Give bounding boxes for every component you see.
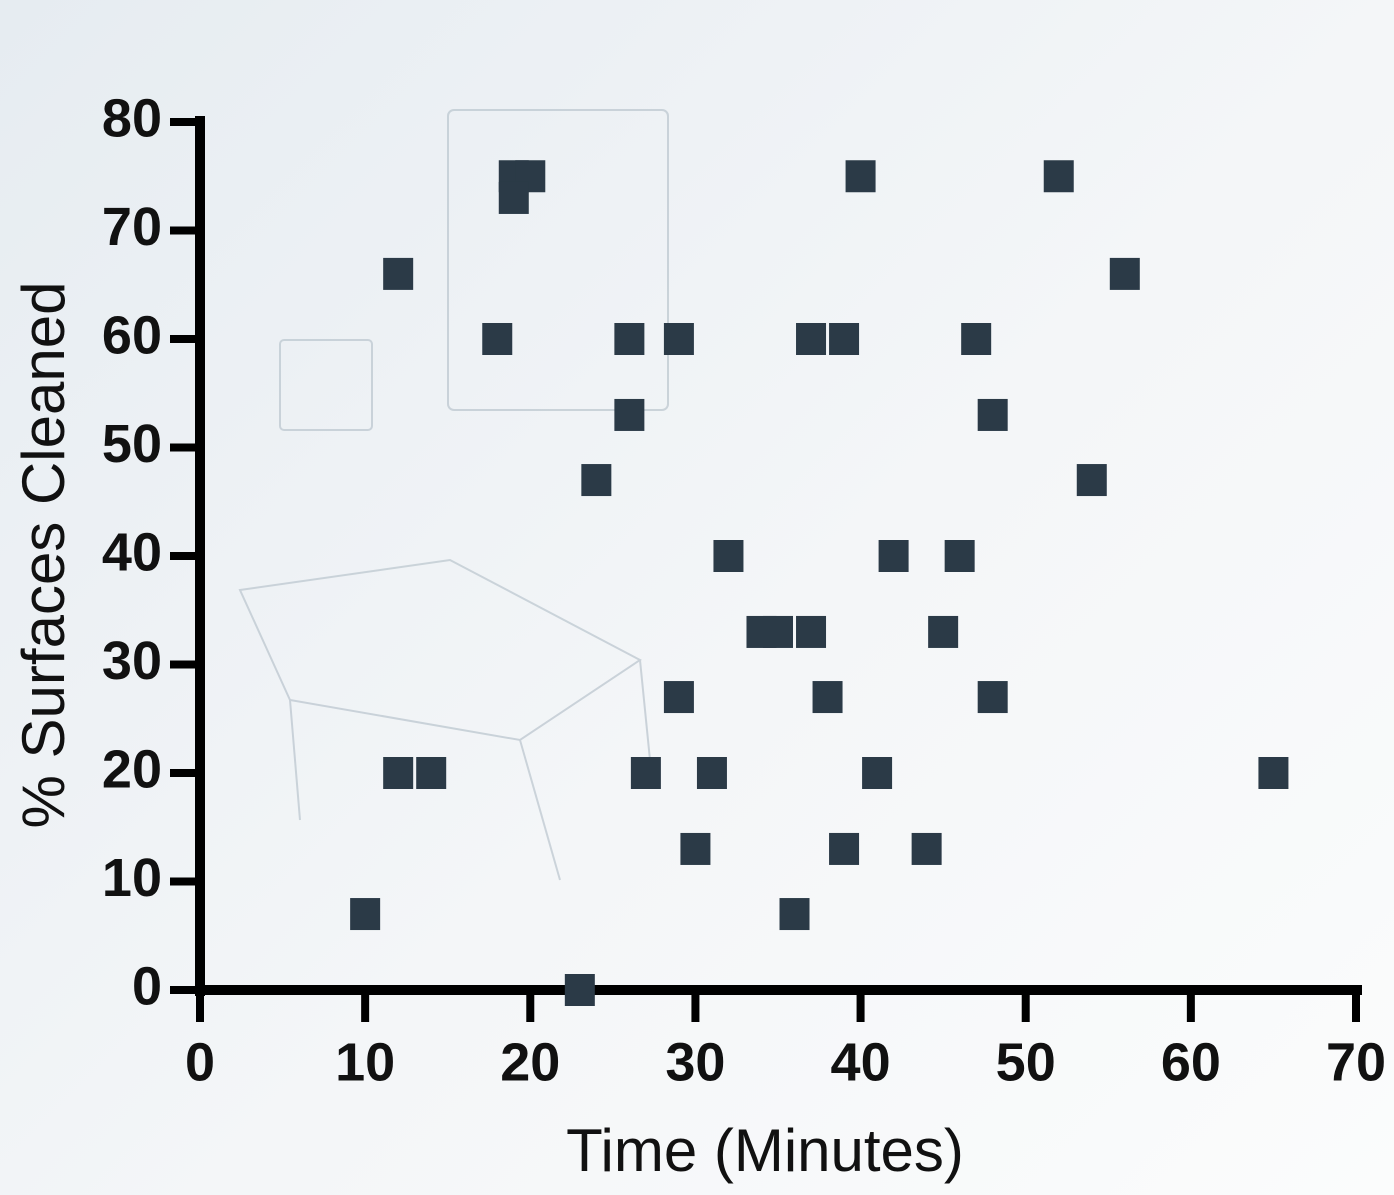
x-tick-label: 0 (185, 1032, 215, 1092)
point (383, 258, 413, 290)
point (846, 160, 876, 192)
point (581, 464, 611, 496)
point (416, 757, 446, 789)
x-tick-label: 60 (1161, 1032, 1221, 1092)
point (928, 616, 958, 648)
point (813, 681, 843, 713)
y-tick-label: 80 (102, 88, 162, 148)
point (978, 681, 1008, 713)
point (829, 833, 859, 865)
point (565, 974, 595, 1006)
y-tick-label: 50 (102, 414, 162, 474)
y-tick-label: 70 (102, 197, 162, 257)
y-tick-label: 0 (132, 956, 162, 1016)
point (680, 833, 710, 865)
point (614, 399, 644, 431)
point (664, 681, 694, 713)
x-tick-label: 50 (996, 1032, 1056, 1092)
point (978, 399, 1008, 431)
point (1110, 258, 1140, 290)
x-axis-title: Time (Minutes) (566, 1117, 964, 1184)
y-axis-title: % Surfaces Cleaned (10, 282, 77, 829)
y-tick-label: 10 (102, 848, 162, 908)
point (1077, 464, 1107, 496)
x-tick-label: 20 (500, 1032, 560, 1092)
point (829, 323, 859, 355)
x-tick-label: 30 (665, 1032, 725, 1092)
point (499, 182, 529, 214)
point (631, 757, 661, 789)
point (1044, 160, 1074, 192)
point (862, 757, 892, 789)
y-tick-label: 30 (102, 631, 162, 691)
y-tick-label: 60 (102, 305, 162, 365)
x-tick-label: 10 (335, 1032, 395, 1092)
point (614, 323, 644, 355)
point (780, 898, 810, 930)
point (383, 757, 413, 789)
point (796, 323, 826, 355)
point (945, 540, 975, 572)
y-tick-label: 40 (102, 522, 162, 582)
point (697, 757, 727, 789)
x-tick-label: 40 (831, 1032, 891, 1092)
y-tick-label: 20 (102, 739, 162, 799)
point (961, 323, 991, 355)
point (1258, 757, 1288, 789)
x-tick-label: 70 (1326, 1032, 1386, 1092)
point (879, 540, 909, 572)
point (350, 898, 380, 930)
point (482, 323, 512, 355)
point (713, 540, 743, 572)
point (796, 616, 826, 648)
point (664, 323, 694, 355)
point (763, 616, 793, 648)
point (912, 833, 942, 865)
chart: Time (Minutes) % Surfaces Cleaned 0 10 20 3… (0, 0, 1394, 1195)
